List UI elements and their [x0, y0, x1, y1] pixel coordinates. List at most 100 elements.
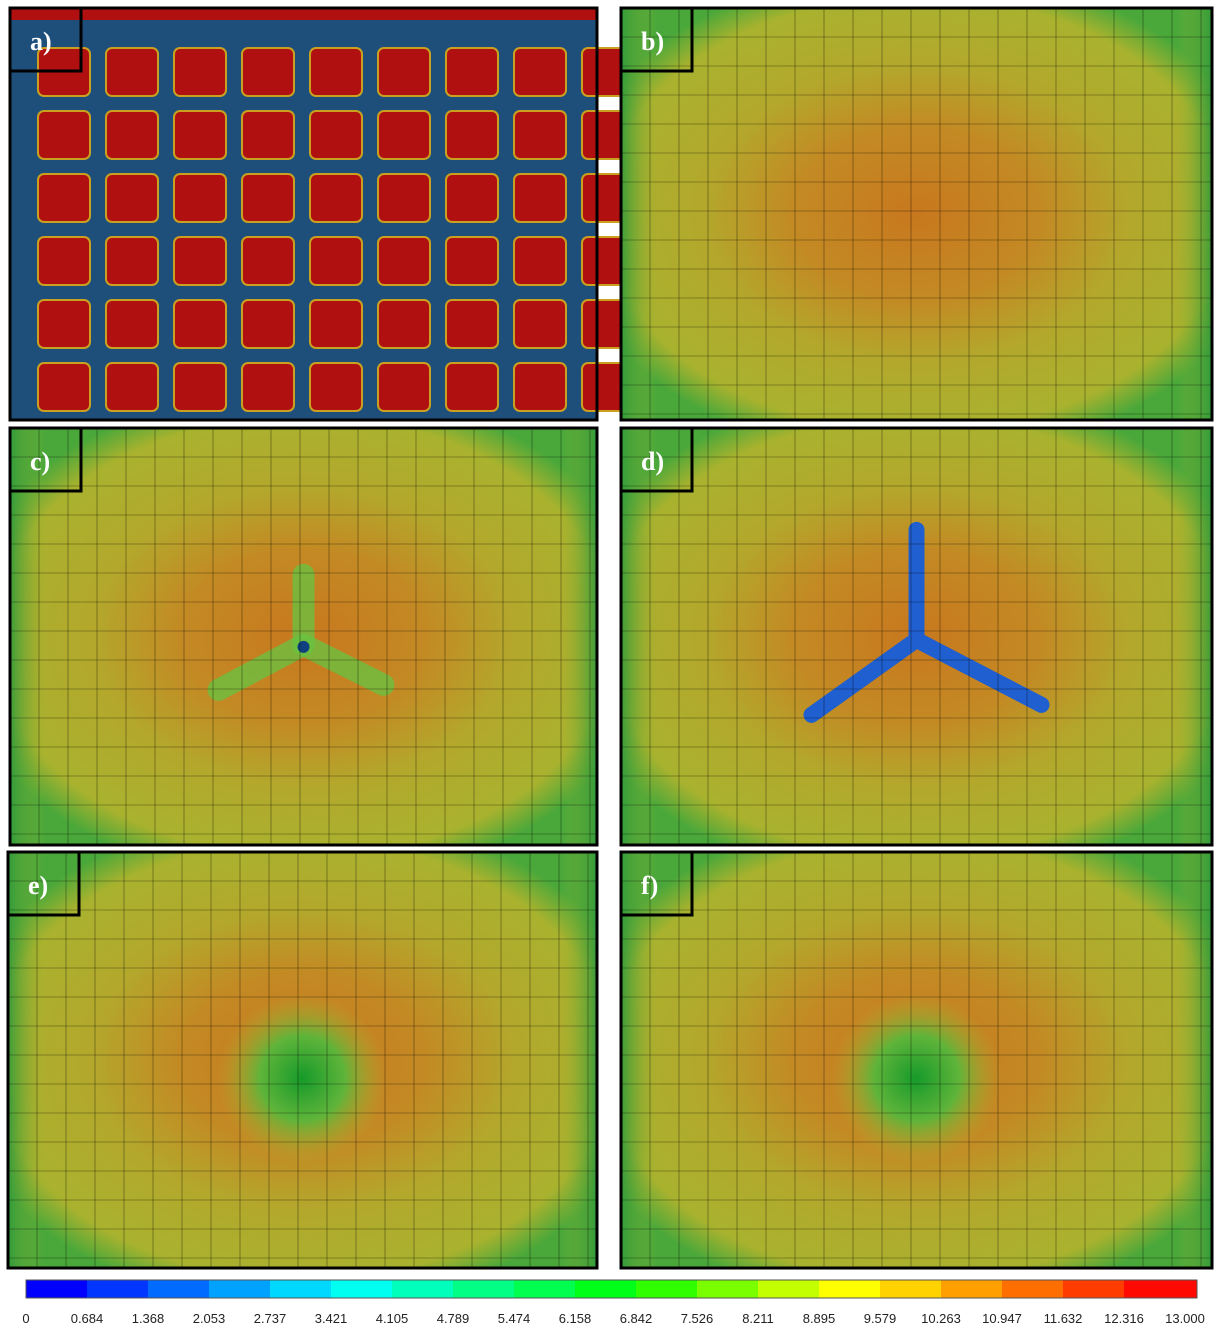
cell — [514, 363, 566, 411]
cell — [242, 174, 294, 222]
cell — [174, 48, 226, 96]
colorbar-tick-label: 2.737 — [254, 1311, 287, 1326]
cell — [514, 111, 566, 159]
colorbar-segment — [87, 1280, 148, 1298]
top-band — [10, 8, 597, 20]
cell — [106, 237, 158, 285]
colorbar-tick-label: 6.842 — [620, 1311, 653, 1326]
panel-label: e) — [28, 871, 48, 900]
colorbar-segment — [148, 1280, 209, 1298]
colorbar-tick-label: 0 — [22, 1311, 29, 1326]
colorbar-end — [1185, 1280, 1197, 1298]
colorbar-segment — [575, 1280, 636, 1298]
cell — [106, 363, 158, 411]
colorbar-segment — [1002, 1280, 1063, 1298]
cell — [514, 237, 566, 285]
cell — [378, 174, 430, 222]
colorbar-segment — [270, 1280, 331, 1298]
cell — [106, 300, 158, 348]
colorbar-tick-label: 6.158 — [559, 1311, 592, 1326]
panel: b) — [621, 8, 1212, 420]
panel: d) — [621, 428, 1212, 845]
cell — [310, 300, 362, 348]
cell — [242, 300, 294, 348]
cell — [310, 237, 362, 285]
cell — [446, 174, 498, 222]
cell — [514, 174, 566, 222]
cell — [38, 237, 90, 285]
colorbar-tick-label: 13.000 — [1165, 1311, 1205, 1326]
colorbar-tick-label: 11.632 — [1044, 1311, 1083, 1326]
colorbar-segment — [392, 1280, 453, 1298]
colorbar-segment — [1124, 1280, 1185, 1298]
colorbar-tick-label: 5.474 — [498, 1311, 531, 1326]
colorbar-segment — [26, 1280, 87, 1298]
colorbar-segment — [697, 1280, 758, 1298]
wall-layer — [621, 8, 1212, 420]
colorbar-tick-label: 2.053 — [193, 1311, 226, 1326]
panel: a) — [10, 8, 634, 420]
colorbar-tick-label: 12.316 — [1104, 1311, 1144, 1326]
cell — [310, 48, 362, 96]
contour-background — [10, 8, 597, 420]
cell — [106, 48, 158, 96]
cell — [514, 48, 566, 96]
colorbar-tick-label: 3.421 — [315, 1311, 348, 1326]
cell — [174, 300, 226, 348]
colorbar-tick-label: 4.105 — [376, 1311, 409, 1326]
cell — [514, 300, 566, 348]
cell — [446, 48, 498, 96]
cell — [446, 300, 498, 348]
cell — [310, 174, 362, 222]
wake — [832, 993, 1002, 1163]
cell — [242, 237, 294, 285]
cell — [378, 300, 430, 348]
panel: c) — [10, 428, 597, 845]
cell — [174, 111, 226, 159]
cell — [378, 48, 430, 96]
colorbar-segment — [758, 1280, 819, 1298]
cell — [242, 48, 294, 96]
colorbar-tick-label: 9.579 — [864, 1311, 897, 1326]
panel-label: c) — [30, 447, 50, 476]
cell — [242, 111, 294, 159]
colorbar-segment — [331, 1280, 392, 1298]
cell — [174, 237, 226, 285]
colorbar-segment — [1063, 1280, 1124, 1298]
colorbar-tick-label: 10.947 — [982, 1311, 1022, 1326]
cell — [38, 111, 90, 159]
cell — [446, 237, 498, 285]
cell — [38, 174, 90, 222]
colorbar-segment — [514, 1280, 575, 1298]
panel-label: a) — [30, 27, 52, 56]
cell — [378, 111, 430, 159]
colorbar-segment — [209, 1280, 270, 1298]
cell — [446, 363, 498, 411]
cell — [38, 363, 90, 411]
colorbar-tick-label: 8.895 — [803, 1311, 836, 1326]
cell — [242, 363, 294, 411]
colorbar-segment — [819, 1280, 880, 1298]
colorbar-tick-label: 7.526 — [681, 1311, 714, 1326]
colorbar-segment — [636, 1280, 697, 1298]
panel: e) — [8, 852, 597, 1268]
colorbar-segment — [453, 1280, 514, 1298]
colorbar-tick-label: 1.368 — [132, 1311, 165, 1326]
colorbar-tick-label: 4.789 — [437, 1311, 470, 1326]
cell — [38, 300, 90, 348]
cell — [446, 111, 498, 159]
hub — [298, 641, 310, 653]
colorbar-segment — [941, 1280, 1002, 1298]
colorbar-tick-label: 8.211 — [742, 1311, 774, 1326]
panel-label: f) — [641, 871, 658, 900]
cell — [310, 111, 362, 159]
cell — [106, 174, 158, 222]
wake — [218, 993, 388, 1163]
figure: a)b)c)d)e)f)00.6841.3682.0532.7373.4214.… — [0, 0, 1217, 1328]
cell — [174, 363, 226, 411]
cell — [310, 363, 362, 411]
cell — [106, 111, 158, 159]
panel-label: b) — [641, 27, 664, 56]
panel-label: d) — [641, 447, 664, 476]
colorbar-tick-label: 10.263 — [921, 1311, 961, 1326]
